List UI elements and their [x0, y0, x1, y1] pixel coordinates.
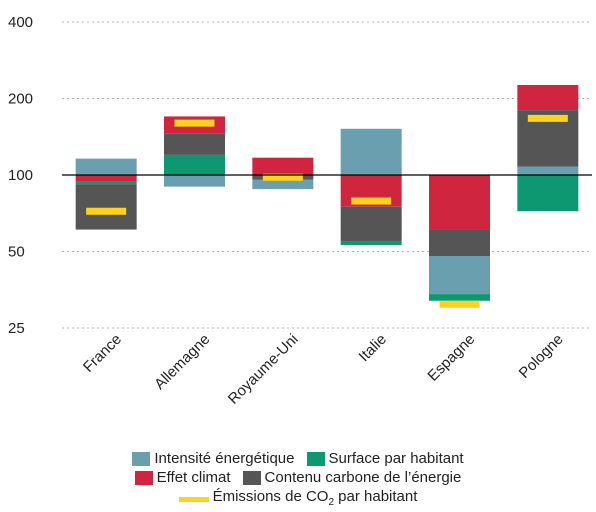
legend-swatch-climat	[134, 470, 153, 485]
bar-espagne-surface	[429, 294, 490, 301]
co2-marker-royaume-uni	[262, 173, 303, 181]
bar-allemagne-surface	[164, 154, 225, 175]
co2-marker-france	[86, 207, 127, 215]
x-label-italie: Italie	[356, 331, 390, 365]
y-tick-label-200: 200	[8, 91, 33, 108]
legend-item-carbone: Contenu carbone de l’énergie	[242, 468, 462, 487]
legend-row-2: Effet climat Contenu carbone de l’énergi…	[0, 468, 596, 487]
y-tick-label-400: 400	[8, 14, 33, 31]
legend-swatch-carbone	[242, 470, 261, 485]
co2-marker-pologne	[527, 114, 568, 122]
chart: 25 50 100 200 400 France Allemagne Royaume-Uni…	[8, 14, 592, 408]
bar-france-intensite	[75, 158, 137, 175]
legend-label-carbone: Contenu carbone de l’énergie	[264, 469, 462, 486]
bar-royaume-uni-climat	[252, 157, 314, 175]
legend-swatch-surface	[306, 451, 325, 466]
bar-espagne-carbone	[429, 229, 490, 257]
co2-marker-italie	[351, 197, 392, 205]
bar-france-carbone	[75, 184, 137, 230]
legend-item-intensite: Intensité énergétique	[132, 449, 295, 468]
legend-row-1: Intensité énergétique Surface par habita…	[0, 449, 596, 468]
bar-france-climat	[75, 175, 137, 182]
x-label-pologne: Pologne	[516, 331, 567, 382]
co2-marker-allemagne	[174, 119, 215, 127]
legend-item-surface: Surface par habitant	[306, 449, 464, 468]
legend-item-climat: Effet climat	[134, 468, 231, 487]
bar-pologne-intensite	[517, 166, 579, 175]
x-label-allemagne: Allemagne	[151, 331, 213, 393]
bar-france-surface	[75, 181, 137, 185]
bar-allemagne-intensite	[164, 175, 225, 187]
legend-label-climat: Effet climat	[156, 469, 231, 486]
x-label-espagne: Espagne	[424, 331, 478, 385]
legend-swatch-intensite	[132, 451, 151, 466]
bar-espagne-intensite	[429, 256, 490, 295]
legend-label-co2-prefix: Émissions de CO	[212, 488, 329, 505]
legend-label-intensite: Intensité énergétique	[154, 450, 295, 467]
co2-marker-espagne	[439, 300, 480, 308]
legend-item-co2: Émissions de CO2 par habitant	[178, 487, 418, 512]
x-label-france: France	[80, 331, 125, 376]
x-label-royaume-uni: Royaume-Uni	[225, 331, 302, 408]
legend-label-co2-sub: 2	[328, 497, 335, 508]
bar-pologne-climat	[517, 85, 579, 111]
bar-italie-surface	[340, 240, 402, 246]
legend: Intensité énergétique Surface par habita…	[0, 449, 596, 512]
bar-espagne-climat	[429, 175, 490, 230]
y-tick-label-25: 25	[8, 320, 25, 337]
legend-row-3: Émissions de CO2 par habitant	[0, 487, 596, 512]
bar-allemagne-carbone	[164, 133, 225, 155]
y-tick-label-50: 50	[8, 244, 25, 261]
bar-royaume-uni-intensite	[252, 179, 314, 190]
co2-markers	[86, 114, 568, 308]
legend-label-surface: Surface par habitant	[328, 450, 464, 467]
stacked-bars	[75, 85, 579, 301]
x-axis-labels: France Allemagne Royaume-Uni Italie Espagne P…	[80, 331, 567, 408]
legend-label-co2: Émissions de CO2 par habitant	[213, 487, 418, 512]
y-tick-label-100: 100	[8, 167, 33, 184]
legend-swatch-co2	[178, 497, 209, 502]
bar-pologne-surface	[517, 175, 579, 212]
legend-label-co2-suffix: par habitant	[334, 488, 418, 505]
y-axis-ticks: 25 50 100 200 400	[8, 14, 33, 337]
bar-italie-intensite	[340, 128, 402, 175]
bar-italie-carbone	[340, 206, 402, 241]
